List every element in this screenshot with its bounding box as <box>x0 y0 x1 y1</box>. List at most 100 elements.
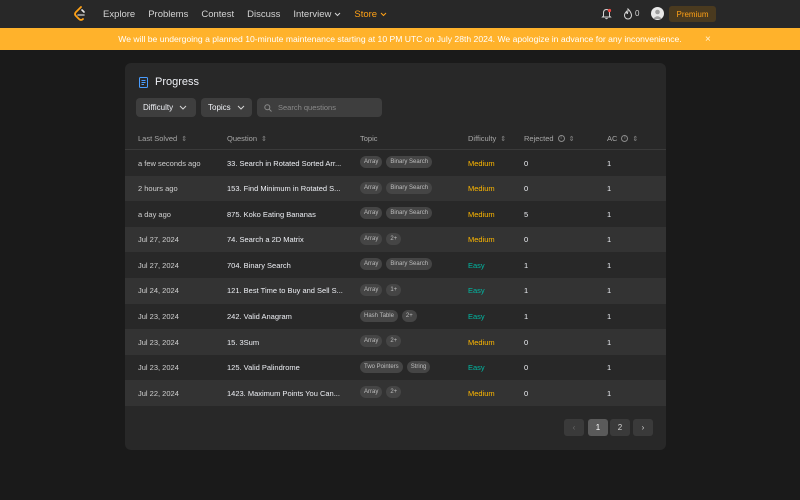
sort-icon: ⇕ <box>500 135 507 143</box>
ac-cell: 1 <box>607 312 612 322</box>
nav-interview[interactable]: Interview <box>293 9 341 20</box>
question-link[interactable]: 125. Valid Palindrome <box>227 363 300 373</box>
info-icon[interactable]: i <box>621 135 629 142</box>
topic-tag[interactable]: Array <box>360 283 383 296</box>
topic-tag[interactable]: Array <box>360 386 383 399</box>
last-solved-cell: Jul 27, 2024 <box>138 260 179 270</box>
topic-tag[interactable]: 2+ <box>386 386 402 399</box>
table-row[interactable]: a few seconds ago 33. Search in Rotated S… <box>125 150 666 176</box>
topics-dropdown[interactable]: Topics <box>201 98 252 117</box>
topic-tag[interactable]: 2+ <box>401 309 417 322</box>
difficulty-dropdown[interactable]: Difficulty <box>136 98 196 117</box>
avatar[interactable] <box>651 7 664 20</box>
table-row[interactable]: Jul 27, 2024 704. Binary Search Array Binar… <box>125 252 666 278</box>
topic-tags: Array Binary Search <box>360 258 433 271</box>
bell-icon[interactable] <box>601 8 612 20</box>
topic-tag[interactable]: Hash Table <box>360 309 398 322</box>
search-icon <box>264 103 272 112</box>
topic-tag[interactable]: Binary Search <box>386 156 433 168</box>
col-label: Rejected <box>524 134 554 143</box>
topic-tag[interactable]: Array <box>360 335 383 348</box>
rejected-cell: 0 <box>524 337 529 347</box>
ac-cell: 1 <box>607 337 612 347</box>
table-header: Last Solved ⇕ Question ⇕ Topic Difficulty ⇕… <box>125 125 666 150</box>
question-link[interactable]: 33. Search in Rotated Sorted Arr... <box>227 158 342 168</box>
pagination-next[interactable]: › <box>633 419 653 436</box>
topic-tag[interactable]: Array <box>360 156 383 168</box>
question-link[interactable]: 153. Find Minimum in Rotated S... <box>227 184 341 194</box>
topic-tag[interactable]: Array <box>360 207 383 220</box>
premium-button[interactable]: Premium <box>669 6 716 22</box>
progress-header: Progress <box>139 76 199 88</box>
col-topic: Topic <box>360 134 378 143</box>
col-ac[interactable]: AC i ⇕ <box>607 134 638 143</box>
table-row[interactable]: Jul 24, 2024 121. Best Time to Buy and Se… <box>125 277 666 304</box>
rejected-cell: 0 <box>524 388 529 398</box>
table-row[interactable]: 2 hours ago 153. Find Minimum in Rotated … <box>125 175 666 202</box>
question-link[interactable]: 875. Koko Eating Bananas <box>227 209 316 219</box>
last-solved-cell: Jul 23, 2024 <box>138 312 179 322</box>
topic-tag[interactable]: Two Pointers <box>360 360 403 373</box>
col-rejected[interactable]: Rejected i ⇕ <box>524 134 574 143</box>
table-row[interactable]: Jul 23, 2024 242. Valid Anagram Hash Table… <box>125 304 666 330</box>
table-row[interactable]: a day ago 875. Koko Eating Bananas Array Bi… <box>125 201 666 227</box>
table-row[interactable]: Jul 23, 2024 15. 3Sum Array 2+ Medium 0 1 <box>125 329 666 355</box>
topic-tags: Array 2+ <box>360 386 402 399</box>
question-link[interactable]: 1423. Maximum Points You Can... <box>227 388 340 398</box>
topic-tag[interactable]: 2+ <box>386 335 402 348</box>
nav-discuss[interactable]: Discuss <box>247 8 281 20</box>
topic-tag[interactable]: 2+ <box>386 232 402 245</box>
topic-tag[interactable]: Binary Search <box>386 258 433 271</box>
flame-icon[interactable] <box>623 8 633 20</box>
nav-store[interactable]: Store <box>354 9 387 20</box>
pagination-page-2[interactable]: 2 <box>610 419 630 436</box>
topic-tag[interactable]: Array <box>360 258 383 271</box>
col-difficulty[interactable]: Difficulty ⇕ <box>468 134 506 143</box>
table-row[interactable]: Jul 22, 2024 1423. Maximum Points You Can… <box>125 380 666 406</box>
question-link[interactable]: 242. Valid Anagram <box>227 312 292 322</box>
col-last-solved[interactable]: Last Solved ⇕ <box>138 134 187 143</box>
nav-explore[interactable]: Explore <box>103 8 136 20</box>
nav-contest[interactable]: Contest <box>201 8 235 20</box>
search-input[interactable]: Search questions <box>257 98 382 117</box>
topic-tag[interactable]: Binary Search <box>386 207 433 220</box>
rejected-cell: 0 <box>524 158 529 168</box>
col-label: Question <box>227 134 258 143</box>
col-label: Difficulty <box>468 134 497 143</box>
ac-cell: 1 <box>607 286 612 296</box>
difficulty-cell: Easy <box>468 260 485 270</box>
pagination-page-1[interactable]: 1 <box>588 419 608 436</box>
last-solved-cell: a day ago <box>138 209 171 219</box>
close-icon[interactable]: × <box>705 34 711 45</box>
topic-tag[interactable]: Array <box>360 181 383 194</box>
question-link[interactable]: 121. Best Time to Buy and Sell S... <box>227 286 343 296</box>
last-solved-cell: Jul 27, 2024 <box>138 235 179 245</box>
topic-tags: Array Binary Search <box>360 181 433 194</box>
table-row[interactable]: Jul 23, 2024 125. Valid Palindrome Two Poi… <box>125 355 666 381</box>
topic-tag[interactable]: String <box>406 360 431 373</box>
progress-table: Last Solved ⇕ Question ⇕ Topic Difficulty ⇕… <box>125 125 666 406</box>
topic-tag[interactable]: Array <box>360 232 383 245</box>
question-link[interactable]: 15. 3Sum <box>227 337 260 347</box>
topic-tag[interactable]: 1+ <box>386 283 402 296</box>
leetcode-logo-icon[interactable] <box>73 6 87 22</box>
last-solved-cell: Jul 23, 2024 <box>138 337 179 347</box>
info-icon[interactable]: i <box>557 135 565 142</box>
col-question[interactable]: Question ⇕ <box>227 134 267 143</box>
nav-problems[interactable]: Problems <box>148 8 189 20</box>
table-body: a few seconds ago 33. Search in Rotated S… <box>125 150 666 406</box>
rejected-cell: 0 <box>524 235 529 245</box>
last-solved-cell: a few seconds ago <box>138 158 201 168</box>
last-solved-cell: Jul 24, 2024 <box>138 286 179 296</box>
question-link[interactable]: 704. Binary Search <box>227 260 291 270</box>
difficulty-cell: Medium <box>468 184 495 194</box>
last-solved-cell: 2 hours ago <box>138 184 178 194</box>
pagination-prev[interactable]: ‹ <box>564 419 584 436</box>
question-link[interactable]: 74. Search a 2D Matrix <box>227 235 304 245</box>
table-row[interactable]: Jul 27, 2024 74. Search a 2D Matrix Array 2… <box>125 226 666 253</box>
chevron-down-icon <box>179 105 187 110</box>
rejected-cell: 1 <box>524 286 529 296</box>
rejected-cell: 5 <box>524 209 529 219</box>
topic-tag[interactable]: Binary Search <box>386 181 433 194</box>
ac-cell: 1 <box>607 260 612 270</box>
